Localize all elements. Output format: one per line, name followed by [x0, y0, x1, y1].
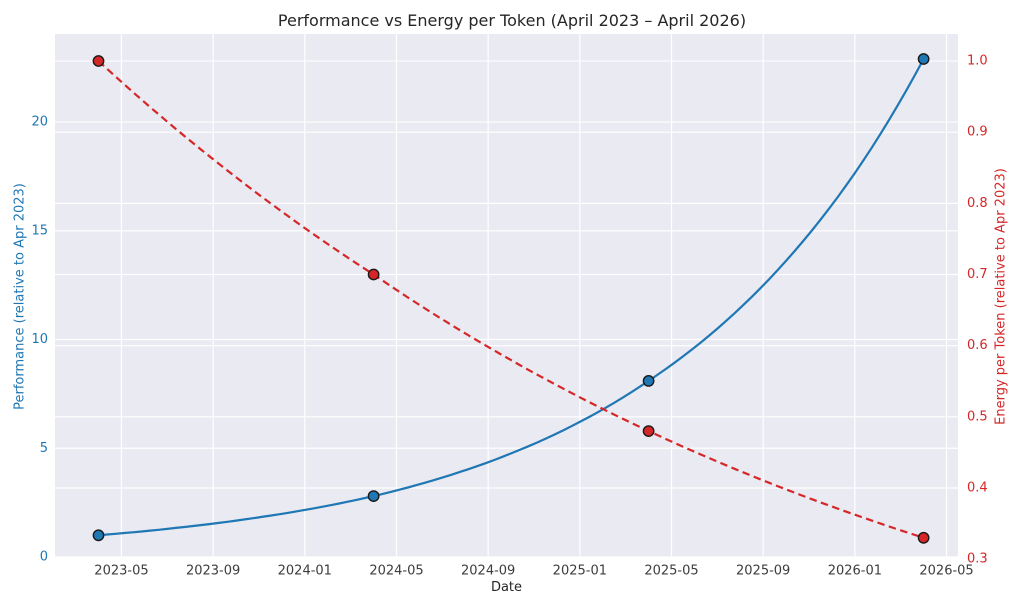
x-tick-label: 2026-05: [919, 564, 973, 579]
left-y-axis-label: Performance (relative to Apr 2023): [12, 183, 28, 410]
x-tick-label: 2025-05: [644, 564, 698, 579]
left-tick-label: 15: [31, 223, 48, 238]
right-tick-label: 0.3: [967, 552, 988, 567]
right-tick-label: 0.4: [967, 480, 988, 495]
plot-background: [55, 34, 958, 557]
performance-marker: [92, 529, 105, 542]
right-tick-label: 0.8: [967, 196, 988, 211]
x-tick-label: 2025-09: [736, 564, 790, 579]
performance-marker: [642, 374, 655, 387]
right-tick-label: 0.7: [967, 267, 988, 282]
x-tick-label: 2024-01: [278, 564, 332, 579]
chart-title: Performance vs Energy per Token (April 2…: [277, 11, 747, 30]
right-tick-label: 1.0: [967, 54, 988, 69]
x-tick-label: 2023-09: [186, 564, 240, 579]
x-tick-label: 2025-01: [553, 564, 607, 579]
performance-marker: [367, 490, 380, 502]
right-y-axis-label: Energy per Token (relative to Apr 2023): [993, 168, 1009, 425]
left-tick-label: 20: [31, 115, 48, 130]
x-tick-label: 2026-01: [828, 564, 882, 579]
energy-per-token-line: [97, 60, 924, 539]
energy-per-token-marker: [642, 425, 655, 437]
left-tick-label: 5: [40, 441, 48, 456]
x-tick-label: 2023-05: [94, 564, 148, 579]
performance-marker: [917, 53, 930, 65]
performance-line: [98, 58, 925, 537]
right-tick-label: 0.5: [967, 409, 988, 424]
energy-per-token-marker: [92, 55, 105, 67]
left-tick-label: 10: [31, 332, 48, 347]
x-tick-label: 2024-09: [461, 564, 515, 579]
energy-per-token-marker: [917, 531, 930, 544]
left-tick-label: 0: [40, 550, 48, 565]
right-tick-label: 0.9: [967, 125, 988, 140]
right-tick-label: 0.6: [967, 338, 988, 353]
energy-per-token-marker: [367, 268, 380, 281]
x-tick-label: 2024-05: [369, 564, 423, 579]
x-axis-label: Date: [490, 580, 523, 595]
